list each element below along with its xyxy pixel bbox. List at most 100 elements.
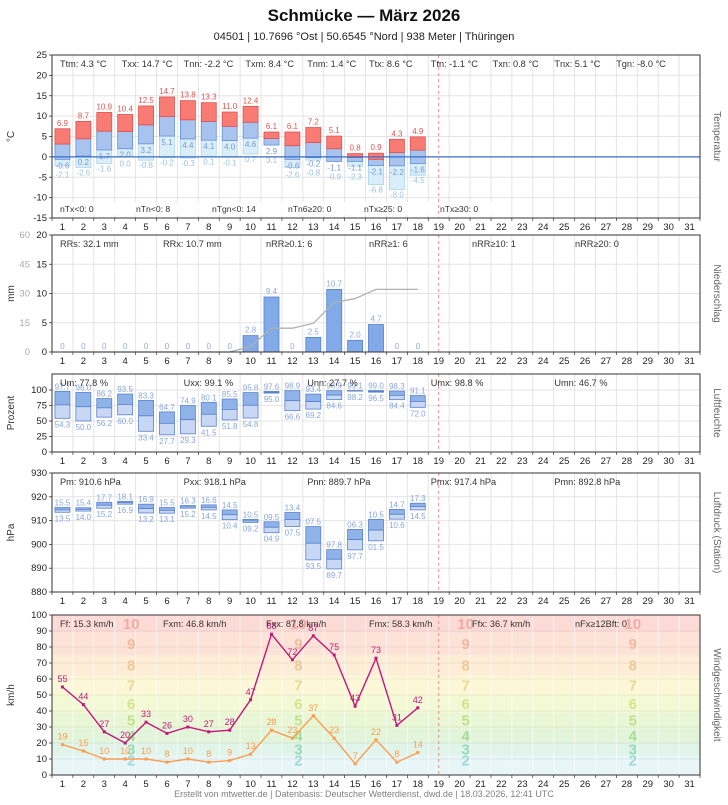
y2-tick-label: 30 xyxy=(19,289,30,300)
pressure-min-value: 16.9 xyxy=(117,506,133,515)
y-tick-label: 100 xyxy=(31,385,47,396)
wind-mean-value: 9 xyxy=(227,748,232,758)
day-label: 27 xyxy=(601,779,612,790)
pressure-min-value: 10.4 xyxy=(222,522,238,531)
day-label: 20 xyxy=(454,356,465,367)
stat-item: nTgn<0: 14 xyxy=(212,204,256,214)
stat-item: Txx: 14.7 °C xyxy=(122,59,173,69)
day-label: 1 xyxy=(60,222,65,233)
humidity-bar-lower xyxy=(221,409,238,421)
beaufort-band xyxy=(52,728,700,743)
day-label: 25 xyxy=(559,356,570,367)
day-label: 30 xyxy=(663,222,674,233)
beaufort-number: 2 xyxy=(461,753,469,770)
day-label: 25 xyxy=(559,779,570,790)
day-label: 25 xyxy=(559,456,570,467)
wind-gust-point xyxy=(207,730,211,734)
pressure-bar-lower xyxy=(368,529,384,542)
day-label: 22 xyxy=(496,356,507,367)
day-label: 17 xyxy=(392,222,403,233)
day-label: 31 xyxy=(684,456,695,467)
humidity-bar-lower xyxy=(242,404,259,419)
day-label: 1 xyxy=(60,356,65,367)
beaufort-number: 7 xyxy=(294,677,302,694)
humidity-bar-upper xyxy=(75,392,92,408)
pressure-bar-upper xyxy=(284,512,301,520)
day-label: 20 xyxy=(454,456,465,467)
tmax-value: 0.9 xyxy=(370,143,382,152)
pressure-bar-lower xyxy=(96,504,113,509)
tmin-bar xyxy=(200,121,217,141)
wind-gust-line xyxy=(62,632,419,744)
humidity-bar-upper xyxy=(221,398,238,410)
day-label: 23 xyxy=(517,456,528,467)
beaufort-band xyxy=(52,755,700,775)
day-label: 15 xyxy=(350,596,361,607)
humidity-max-value: 97.7 xyxy=(55,382,71,391)
day-label: 17 xyxy=(392,596,403,607)
day-label: 11 xyxy=(267,779,277,790)
day-label: 18 xyxy=(413,356,424,367)
day-label: 10 xyxy=(245,779,256,790)
day-label: 15 xyxy=(350,356,361,367)
day-label: 17 xyxy=(392,779,403,790)
pressure-bar-upper xyxy=(347,529,363,541)
humidity-max-value: 99.1 xyxy=(347,382,363,391)
pressure-bar-lower xyxy=(138,508,154,514)
pressure-min-value: 09.2 xyxy=(243,525,259,534)
day-label: 26 xyxy=(580,596,591,607)
wind-gust-value: 55 xyxy=(57,674,67,684)
humidity-max-value: 96.0 xyxy=(76,383,92,392)
wind-gust-point xyxy=(395,723,399,727)
y-tick-label: 75 xyxy=(36,400,47,411)
y-tick-label: 880 xyxy=(31,587,47,598)
pressure-max-value: 16.9 xyxy=(138,495,154,504)
tmax-value: 6.1 xyxy=(287,122,299,131)
tmin-value: 5.1 xyxy=(161,138,173,147)
tmax-value: 11.0 xyxy=(222,102,238,111)
wind-mean-value: 13 xyxy=(246,741,256,751)
day-label: 31 xyxy=(684,596,695,607)
day-label: 29 xyxy=(642,779,653,790)
tmin-value: -1.1 xyxy=(327,163,341,172)
precip-value: 0 xyxy=(165,342,170,351)
tmax-value: 14.7 xyxy=(159,87,175,96)
wind-gust-value: 28 xyxy=(225,717,235,727)
day-label: 2 xyxy=(81,222,86,233)
tground-value: -0.3 xyxy=(181,159,195,168)
pressure-max-value: 06.3 xyxy=(347,520,363,529)
day-label: 7 xyxy=(185,456,190,467)
day-label: 29 xyxy=(642,456,653,467)
day-label: 9 xyxy=(227,779,232,790)
day-label: 2 xyxy=(81,779,86,790)
precip-value: 0 xyxy=(102,342,107,351)
wind-gust-value: 27 xyxy=(99,719,109,729)
beaufort-number: 3 xyxy=(294,741,302,758)
day-label: 8 xyxy=(206,596,211,607)
tmax-value: 13.8 xyxy=(180,91,196,100)
y-tick-label: -5 xyxy=(39,172,47,183)
y-tick-label: 890 xyxy=(31,563,47,574)
wind-gust-point xyxy=(353,704,357,708)
day-label: 10 xyxy=(245,596,256,607)
pressure-min-value: 13.2 xyxy=(138,515,154,524)
humidity-max-value: 95.8 xyxy=(243,384,259,393)
wind-gust-value: 72 xyxy=(287,647,297,657)
pressure-min-value: 04.9 xyxy=(264,535,280,544)
day-label: 24 xyxy=(538,456,549,467)
day-label: 27 xyxy=(601,222,612,233)
wind-mean-point xyxy=(249,752,253,756)
day-label: 26 xyxy=(580,456,591,467)
beaufort-number: 8 xyxy=(294,657,302,674)
tmax-bar xyxy=(200,102,217,122)
precip-value: 0 xyxy=(60,342,65,351)
pressure-max-value: 09.5 xyxy=(264,513,280,522)
tmax-value: 10.4 xyxy=(117,104,133,113)
beaufort-number: 9 xyxy=(127,636,135,653)
tmin-bar xyxy=(326,148,343,162)
pressure-max-value: 15.5 xyxy=(159,499,175,508)
tmin-value: -0.6 xyxy=(56,161,70,170)
panel-right-label: Temperatur xyxy=(711,111,722,162)
pressure-bar-lower xyxy=(263,526,280,534)
